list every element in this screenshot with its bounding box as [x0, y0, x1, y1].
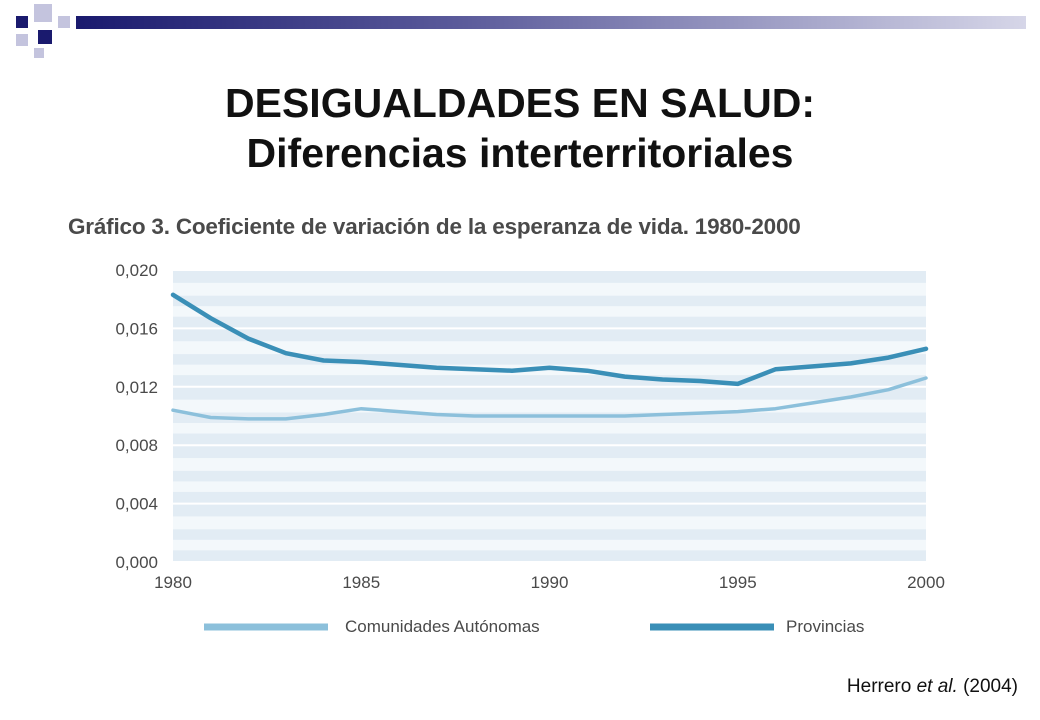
citation-author: Herrero: [846, 676, 917, 697]
y-tick-label: 0,000: [115, 553, 158, 572]
grid-band: [173, 516, 926, 530]
slide-title: DESIGUALDADES EN SALUD: Diferencias inte…: [0, 78, 1040, 178]
slide-title-line2: Diferencias interterritoriales: [246, 130, 794, 176]
deco-square-light-1: [34, 4, 52, 22]
y-tick-label: 0,008: [115, 436, 158, 455]
x-tick-label: 2000: [907, 573, 945, 592]
citation-year: (2004): [957, 676, 1018, 697]
x-tick-label: 1995: [719, 573, 757, 592]
y-tick-label: 0,004: [115, 495, 158, 514]
y-tick-label: 0,012: [115, 378, 158, 397]
grid-band: [173, 458, 926, 471]
y-tick-label: 0,020: [115, 261, 158, 280]
citation: Herrero et al. (2004): [847, 676, 1018, 698]
grid-band: [173, 481, 926, 492]
grid-band: [173, 539, 926, 551]
citation-etal: et al.: [916, 676, 958, 697]
x-tick-label: 1985: [342, 573, 380, 592]
y-tick-label: 0,016: [115, 319, 158, 338]
deco-square-navy-1: [16, 16, 28, 28]
deco-bar: [76, 16, 1026, 29]
grid-band: [173, 423, 926, 434]
deco-square-light-4: [34, 48, 44, 58]
deco-square-light-3: [16, 34, 28, 46]
grid-band: [173, 282, 926, 296]
chart-title: Gráfico 3. Coeficiente de variación de l…: [68, 214, 801, 239]
x-tick-label: 1980: [154, 573, 192, 592]
series-line-provincias: [170, 292, 929, 387]
x-tick-label: 1990: [531, 573, 569, 592]
deco-square-light-2: [58, 16, 70, 28]
deco-square-navy-2: [38, 30, 52, 44]
series-line-ccaa: [171, 376, 928, 421]
grid-band: [173, 341, 926, 355]
legend-label-provincias: Provincias: [786, 617, 864, 636]
grid-band: [173, 306, 926, 317]
legend-label-ccaa: Comunidades Autónomas: [345, 617, 540, 636]
slide-title-line1: DESIGUALDADES EN SALUD:: [225, 80, 815, 126]
